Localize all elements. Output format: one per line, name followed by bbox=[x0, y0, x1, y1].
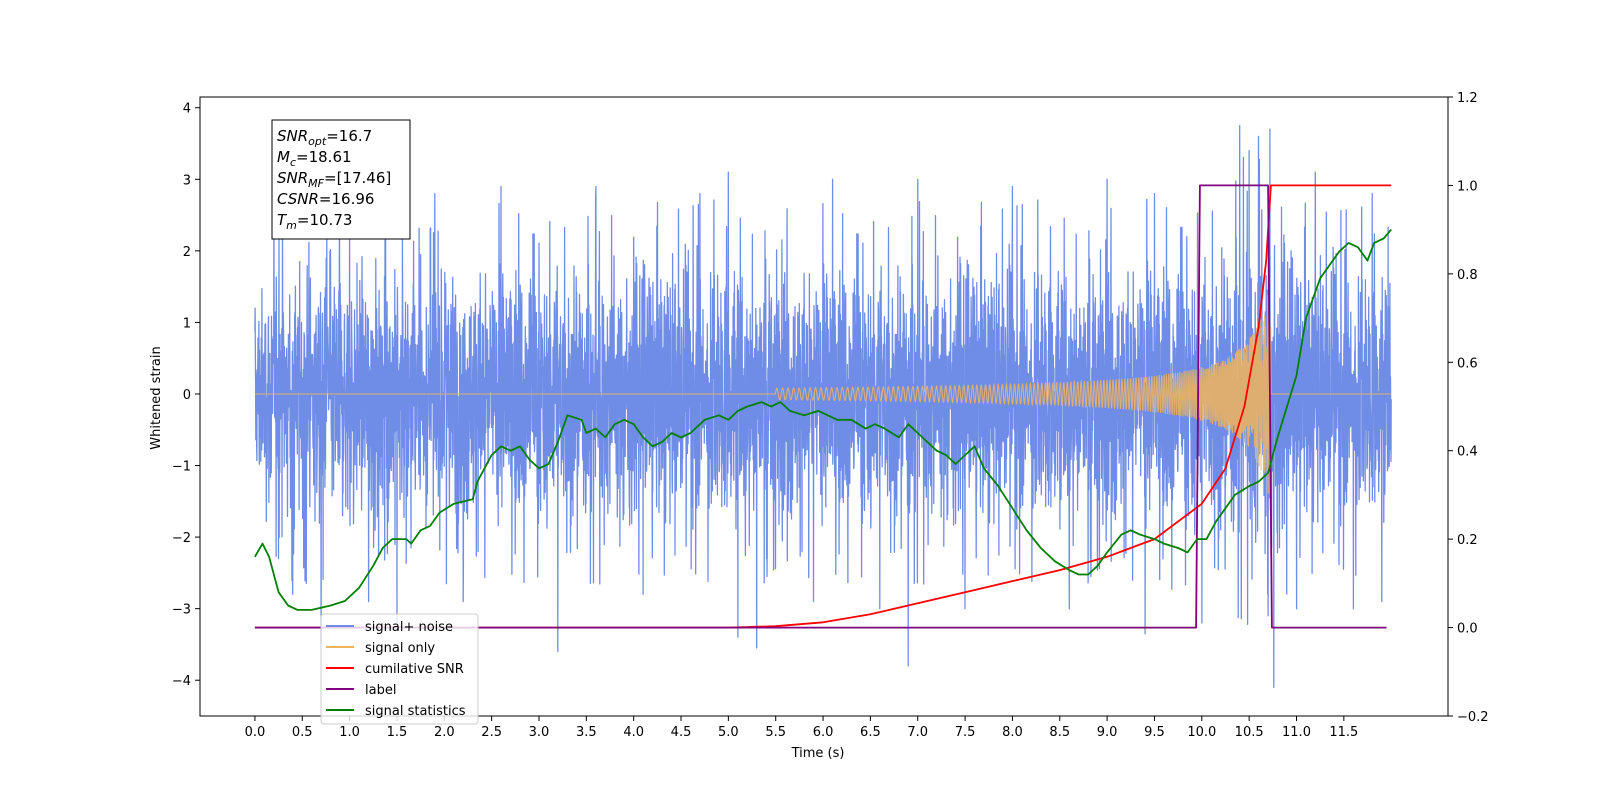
legend-label: label bbox=[365, 683, 396, 698]
y-tick-label: −4 bbox=[172, 674, 191, 689]
x-tick-label: 1.5 bbox=[387, 725, 408, 740]
series-cumulative-snr bbox=[254, 184, 1392, 629]
x-tick-label: 9.5 bbox=[1144, 725, 1165, 740]
legend-label: signal+ noise bbox=[365, 620, 453, 635]
info-mc: Mc=18.61 bbox=[277, 148, 352, 169]
axes: 0.0 0.5 1.0 1.5 2.0 2.5 3.0 3.5 4.0 4.5 5.0 5.5 6.0 6… bbox=[172, 91, 1489, 740]
series-signal-statistics bbox=[254, 229, 1392, 611]
x-tick-label: 5.5 bbox=[765, 725, 786, 740]
y-tick-label: 4 bbox=[183, 102, 191, 117]
legend-label: cumilative SNR bbox=[365, 662, 464, 677]
x-tick-label: 3.5 bbox=[576, 725, 597, 740]
x-tick-label: 0.5 bbox=[292, 725, 313, 740]
x-tick-label: 4.5 bbox=[671, 725, 692, 740]
y2-tick-label: 0.8 bbox=[1457, 268, 1478, 283]
x-tick-label: 1.0 bbox=[339, 725, 360, 740]
plot-frame bbox=[199, 96, 1449, 717]
y2-tick-label: 0.0 bbox=[1457, 622, 1478, 637]
y-tick-label: −2 bbox=[172, 531, 191, 546]
x-tick-label: 10.5 bbox=[1235, 725, 1264, 740]
x-tick-label: 10.0 bbox=[1187, 725, 1216, 740]
x-axis-label: Time (s) bbox=[791, 746, 845, 761]
info-snr-mf: SNRMF=[17.46] bbox=[277, 169, 391, 190]
x-tick-label: 11.5 bbox=[1329, 725, 1358, 740]
info-csnr: CSNR=16.96 bbox=[277, 190, 374, 208]
x-tick-label: 9.0 bbox=[1097, 725, 1118, 740]
y2-tick-label: 0.6 bbox=[1457, 356, 1478, 371]
x-tick-label: 7.5 bbox=[955, 725, 976, 740]
x-tick-label: 5.0 bbox=[718, 725, 739, 740]
info-box-frame bbox=[271, 119, 411, 240]
series-signal-only bbox=[254, 290, 1392, 511]
plot-area bbox=[254, 124, 1392, 689]
x-tick-label: 4.0 bbox=[623, 725, 644, 740]
x-tick-label: 8.5 bbox=[1049, 725, 1070, 740]
y2-tick-label: 0.4 bbox=[1457, 445, 1478, 460]
y-tick-label: −3 bbox=[172, 603, 191, 618]
series-signal-noise bbox=[254, 124, 1392, 689]
info-box: SNRopt=16.7Mc=18.61SNRMF=[17.46]CSNR=16.… bbox=[271, 119, 411, 240]
info-tm: Tm=10.73 bbox=[277, 211, 352, 232]
info-snr-opt: SNRopt=16.7 bbox=[277, 127, 372, 148]
x-tick-label: 2.5 bbox=[481, 725, 502, 740]
y2-tick-label: 1.2 bbox=[1457, 91, 1478, 106]
legend-label: signal only bbox=[365, 641, 435, 656]
x-tick-label: 2.0 bbox=[434, 725, 455, 740]
y2-tick-label: −0.2 bbox=[1457, 710, 1489, 725]
plot-clip-group bbox=[254, 124, 1392, 689]
y2-tick-label: 1.0 bbox=[1457, 179, 1478, 194]
legend-box bbox=[320, 613, 479, 725]
y2-tick-label: 0.2 bbox=[1457, 533, 1478, 548]
x-tick-label: 3.0 bbox=[529, 725, 550, 740]
x-tick-label: 6.0 bbox=[813, 725, 834, 740]
y-tick-label: 3 bbox=[183, 173, 191, 188]
x-tick-label: 11.0 bbox=[1282, 725, 1311, 740]
y-tick-label: 0 bbox=[183, 388, 191, 403]
x-tick-label: 6.5 bbox=[860, 725, 881, 740]
x-tick-label: 0.0 bbox=[245, 725, 266, 740]
x-tick-label: 7.0 bbox=[907, 725, 928, 740]
y-tick-label: 1 bbox=[183, 316, 191, 331]
legend: signal+ noise signal only cumilative SNR la… bbox=[320, 613, 479, 725]
y-tick-label: −1 bbox=[172, 460, 191, 475]
series-label bbox=[254, 184, 1387, 629]
legend-label: signal statistics bbox=[365, 704, 466, 719]
x-tick-label: 8.0 bbox=[1002, 725, 1023, 740]
y-tick-label: 2 bbox=[183, 245, 191, 260]
y-axis-label: Whitened strain bbox=[149, 346, 164, 449]
